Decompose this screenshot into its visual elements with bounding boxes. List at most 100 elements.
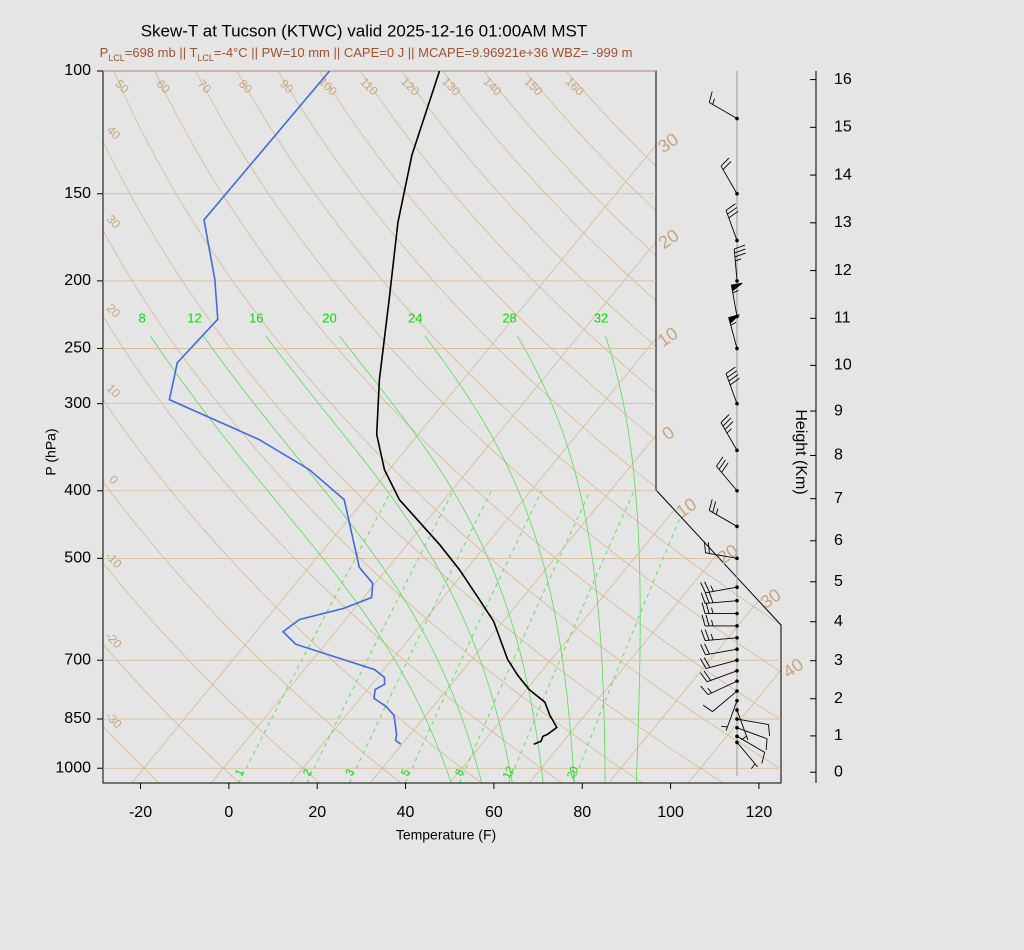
moist-adiabat bbox=[424, 335, 575, 783]
wind-barb bbox=[735, 725, 768, 751]
wind-barb bbox=[699, 669, 739, 683]
y2-tick-label: 5 bbox=[834, 573, 843, 590]
dry-adiabat bbox=[103, 71, 240, 783]
y-tick-label: 150 bbox=[64, 185, 91, 202]
barb-shaft bbox=[700, 680, 738, 696]
dry-adiabat-label: 160 bbox=[563, 74, 587, 98]
isotherm-label: 30 bbox=[654, 129, 682, 157]
moist-adiabat bbox=[517, 335, 606, 783]
barb-shaft bbox=[700, 591, 738, 604]
barb-shaft bbox=[701, 614, 737, 627]
x-tick-label: -20 bbox=[129, 804, 152, 821]
dry-adiabat bbox=[483, 71, 781, 783]
barb-shaft bbox=[720, 157, 738, 195]
barb-base bbox=[735, 669, 739, 673]
wind-barb bbox=[708, 499, 739, 529]
y-tick-label: 1000 bbox=[55, 759, 91, 776]
dry-adiabat-label: 40 bbox=[104, 123, 124, 143]
isotherm-label: 40 bbox=[779, 654, 807, 682]
moist-adiabat-label: 32 bbox=[594, 311, 608, 326]
moist-adiabat-label: 20 bbox=[322, 311, 336, 326]
y2-tick-label: 0 bbox=[834, 763, 843, 780]
barb-base bbox=[735, 448, 739, 453]
wind-barb bbox=[702, 689, 739, 712]
isotherm bbox=[131, 71, 718, 783]
dry-adiabat-label: 150 bbox=[522, 74, 546, 98]
y-tick-label: 200 bbox=[64, 272, 91, 289]
wind-barb bbox=[708, 91, 739, 121]
wind-barb bbox=[700, 581, 739, 594]
barb-shaft bbox=[699, 670, 738, 683]
barb-base bbox=[735, 624, 739, 628]
dry-adiabat bbox=[113, 71, 781, 783]
barb-shaft bbox=[733, 244, 746, 281]
dry-adiabat bbox=[103, 71, 160, 783]
chart-title: Skew-T at Tucson (KTWC) valid 2025-12-16… bbox=[141, 21, 588, 40]
barb-shaft bbox=[736, 735, 766, 764]
isotherm-label: 20 bbox=[714, 540, 742, 568]
dry-adiabat-label: 10 bbox=[104, 381, 124, 401]
x-tick-label: 60 bbox=[485, 804, 503, 821]
y2-tick-label: 11 bbox=[834, 310, 851, 327]
dry-adiabat bbox=[195, 71, 781, 783]
y-tick-label: 400 bbox=[64, 482, 91, 499]
barb-shaft bbox=[725, 366, 740, 404]
y2-tick-label: 1 bbox=[834, 727, 843, 744]
wind-barb bbox=[735, 734, 766, 764]
barb-base bbox=[735, 635, 739, 640]
barb-shaft bbox=[701, 602, 737, 614]
dry-adiabat bbox=[524, 71, 781, 783]
mixing-ratio-label: 5 bbox=[399, 767, 412, 778]
y2-axis-label: Height (Km) bbox=[792, 409, 809, 494]
dry-adiabat-label: 70 bbox=[195, 77, 215, 97]
y2-tick-label: 6 bbox=[834, 532, 843, 549]
moist-adiabat bbox=[203, 335, 483, 783]
mixing-ratio-label: 3 bbox=[343, 767, 356, 778]
wind-barb bbox=[720, 414, 739, 453]
barb-flag bbox=[730, 282, 743, 292]
subtitle-part: P bbox=[100, 45, 109, 60]
barb-base bbox=[735, 238, 739, 243]
y-tick-label: 250 bbox=[64, 340, 91, 357]
dry-adiabat-label: 140 bbox=[480, 74, 504, 98]
dry-adiabat bbox=[360, 71, 781, 783]
mixing-ratio-line bbox=[306, 490, 454, 783]
barb-shaft bbox=[708, 91, 738, 119]
y2-tick-label: 2 bbox=[834, 690, 843, 707]
wind-barb bbox=[700, 679, 739, 696]
barb-shaft bbox=[708, 499, 738, 527]
chart-subtitle: PLCL=698 mb || TLCL=-4°C || PW=10 mm || … bbox=[100, 45, 633, 63]
barb-base bbox=[735, 524, 739, 529]
isotherm bbox=[528, 71, 781, 783]
isotherm bbox=[608, 71, 781, 783]
barb-base bbox=[735, 658, 739, 663]
subtitle-part: =698 mb || T bbox=[125, 45, 198, 60]
barb-shaft bbox=[716, 456, 738, 492]
y-axis-label: P (hPa) bbox=[43, 428, 59, 475]
subtitle-subscript: LCL bbox=[108, 53, 125, 63]
barb-shaft bbox=[736, 718, 771, 736]
barb-base bbox=[735, 279, 739, 283]
barb-base bbox=[735, 598, 739, 603]
isotherm bbox=[687, 71, 781, 783]
subtitle-subscript: LCL bbox=[197, 53, 214, 63]
wind-barb bbox=[725, 366, 740, 406]
wind-barb bbox=[701, 602, 739, 616]
y-tick-label: 700 bbox=[64, 651, 91, 668]
isotherm-label: 20 bbox=[655, 225, 683, 253]
barb-base bbox=[735, 488, 739, 493]
y2-tick-label: 12 bbox=[834, 262, 852, 279]
moist-adiabat-label: 8 bbox=[138, 311, 145, 326]
mixing-ratio-line bbox=[508, 490, 635, 783]
dry-adiabat-label: 100 bbox=[316, 74, 340, 98]
isotherm bbox=[210, 71, 781, 783]
x-tick-label: 40 bbox=[397, 804, 415, 821]
y2-tick-label: 4 bbox=[834, 613, 843, 630]
dry-adiabat-label: 20 bbox=[104, 301, 124, 321]
mixing-ratio-line bbox=[404, 490, 543, 783]
y2-tick-label: 7 bbox=[834, 490, 843, 507]
dry-adiabat bbox=[103, 71, 724, 783]
dry-adiabat-label: -30 bbox=[103, 709, 125, 731]
dry-adiabat-label: 130 bbox=[439, 74, 463, 98]
